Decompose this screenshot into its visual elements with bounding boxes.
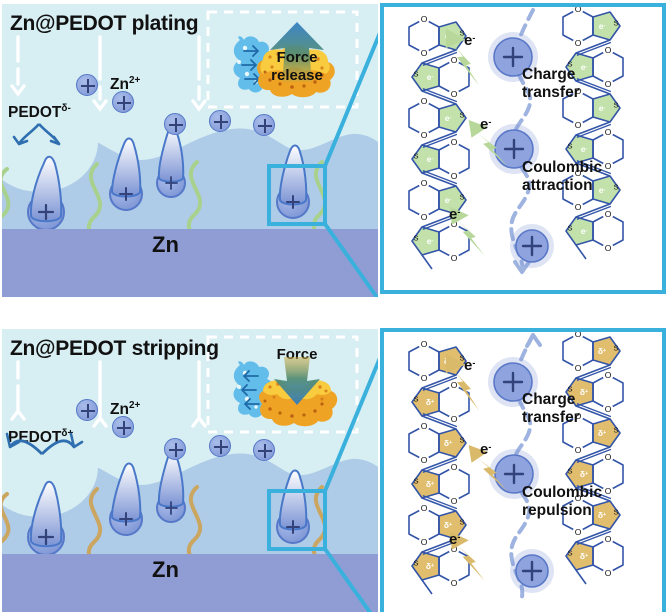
svg-text:O: O [605, 404, 612, 414]
svg-text:S: S [613, 344, 618, 353]
svg-text:O: O [605, 79, 612, 89]
svg-text:O: O [605, 370, 612, 380]
svg-text:O: O [421, 130, 428, 140]
svg-text:e-: e- [464, 32, 475, 49]
svg-text:S: S [567, 224, 572, 233]
svg-text:O: O [605, 534, 612, 544]
svg-text:O: O [451, 89, 458, 99]
svg-text:S: S [413, 559, 418, 568]
svg-text:Charge: Charge [522, 391, 576, 408]
svg-text:O: O [575, 120, 582, 130]
svg-text:O: O [451, 171, 458, 181]
svg-text:O: O [575, 332, 582, 339]
svg-text:O: O [451, 462, 458, 472]
svg-text:O: O [451, 414, 458, 424]
svg-text:S: S [613, 101, 618, 110]
svg-text:O: O [605, 568, 612, 578]
svg-text:O: O [605, 161, 612, 171]
svg-text:S: S [567, 549, 572, 558]
svg-text:S: S [459, 518, 464, 527]
svg-text:O: O [421, 48, 428, 58]
svg-text:O: O [451, 578, 458, 588]
svg-text:S: S [413, 70, 418, 79]
svg-text:O: O [575, 7, 582, 14]
svg-text:S: S [613, 183, 618, 192]
svg-text:O: O [421, 455, 428, 465]
svg-text:S: S [459, 111, 464, 120]
svg-text:O: O [451, 55, 458, 65]
svg-text:O: O [451, 496, 458, 506]
svg-text:O: O [421, 503, 428, 513]
svg-text:S: S [413, 152, 418, 161]
svg-text:O: O [575, 445, 582, 455]
svg-text:S: S [613, 508, 618, 517]
svg-text:S: S [567, 467, 572, 476]
svg-text:S: S [413, 234, 418, 243]
svg-text:O: O [421, 96, 428, 106]
svg-text:O: O [605, 209, 612, 219]
svg-text:O: O [605, 243, 612, 253]
svg-text:Coulombic: Coulombic [522, 484, 602, 501]
svg-text:e-: e- [480, 441, 491, 458]
svg-text:e-: e- [480, 116, 491, 133]
svg-text:repulsion: repulsion [522, 502, 592, 519]
svg-text:O: O [605, 45, 612, 55]
svg-text:O: O [575, 202, 582, 212]
svg-text:S: S [567, 142, 572, 151]
svg-text:O: O [575, 363, 582, 373]
svg-text:S: S [459, 193, 464, 202]
svg-text:S: S [613, 19, 618, 28]
svg-text:O: O [605, 127, 612, 137]
svg-text:O: O [451, 253, 458, 263]
svg-text:O: O [575, 38, 582, 48]
svg-text:O: O [421, 339, 428, 349]
svg-text:release: release [271, 67, 323, 84]
svg-text:O: O [421, 421, 428, 431]
svg-text:O: O [421, 14, 428, 24]
svg-text:O: O [451, 380, 458, 390]
svg-text:S: S [413, 477, 418, 486]
svg-text:O: O [421, 178, 428, 188]
svg-text:S: S [413, 395, 418, 404]
svg-text:transfer: transfer [522, 409, 580, 426]
svg-text:O: O [421, 212, 428, 222]
svg-text:Coulombic: Coulombic [522, 159, 602, 176]
svg-text:Force: Force [277, 49, 318, 66]
svg-text:transfer: transfer [522, 84, 580, 101]
svg-text:attraction: attraction [522, 177, 593, 194]
svg-text:O: O [605, 452, 612, 462]
svg-text:O: O [451, 137, 458, 147]
svg-text:S: S [459, 436, 464, 445]
svg-text:O: O [421, 537, 428, 547]
svg-text:e-: e- [464, 357, 475, 374]
svg-text:O: O [605, 486, 612, 496]
svg-text:O: O [575, 527, 582, 537]
svg-text:S: S [613, 426, 618, 435]
svg-text:O: O [421, 373, 428, 383]
svg-text:Charge: Charge [522, 66, 576, 83]
